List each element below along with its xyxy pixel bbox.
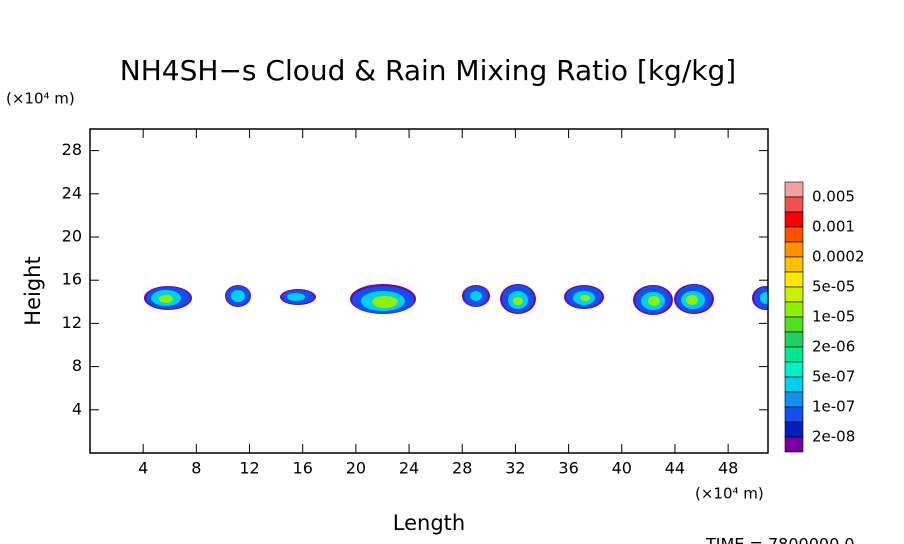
y-tick-label: 24 [62,183,82,202]
colorbar-swatch [784,226,804,243]
x-tick-label: 36 [558,459,578,478]
cloud [462,285,490,307]
cloud [225,285,251,307]
y-unit: (×10⁴ m) [6,90,75,108]
colorbar-swatch [784,376,804,393]
colorbar-label: 1e-05 [812,308,855,326]
y-tick-label: 4 [72,399,82,418]
colorbar-swatch [784,346,804,363]
colorbar-swatch [784,436,804,453]
y-tick-label: 12 [62,313,82,332]
x-tick-label: 20 [346,459,366,478]
colorbar-label: 0.0002 [812,248,865,266]
colorbar-label: 0.005 [812,188,855,206]
colorbar-swatch [784,241,804,258]
x-tick-label: 16 [293,459,313,478]
x-tick-label: 32 [505,459,525,478]
cloud [564,285,604,309]
footer: TIME = 7800000.0 [705,535,855,544]
colorbar-swatch [784,301,804,318]
y-tick-label: 8 [72,356,82,375]
colorbar-swatch [784,406,804,423]
colorbar-swatch [784,181,804,198]
cloud-field [144,284,768,315]
colorbar-swatch [784,316,804,333]
x-tick-label: 4 [138,459,148,478]
colorbar-label: 2e-08 [812,428,855,446]
cloud [674,284,714,314]
colorbar-label: 0.001 [812,218,855,236]
cloud [633,285,673,315]
colorbar-swatch [784,391,804,408]
y-tick-label: 20 [62,227,82,246]
chart-title: NH4SH−s Cloud & Rain Mixing Ratio [kg/kg… [120,54,736,87]
y-tick-label: 16 [62,270,82,289]
colorbar-label: 5e-05 [812,278,855,296]
plot-frame [89,128,769,454]
x-tick-label: 12 [239,459,259,478]
x-tick-label: 44 [665,459,685,478]
colorbar-swatch [784,196,804,213]
colorbar-swatch [784,286,804,303]
x-tick-label: 8 [191,459,201,478]
cloud [500,284,536,314]
x-tick-label: 28 [452,459,472,478]
x-tick-label: 48 [718,459,738,478]
colorbar-label: 2e-06 [812,338,855,356]
colorbar-swatch [784,271,804,288]
cloud [350,284,416,314]
y-tick-label: 28 [62,140,82,159]
colorbar-swatch [784,211,804,228]
cloud [752,286,768,310]
x-tick-label: 40 [612,459,632,478]
colorbar-label: 5e-07 [812,368,855,386]
x-unit: (×10⁴ m) [695,485,764,503]
x-tick-label: 24 [399,459,419,478]
x-axis-label: Length [393,511,465,535]
colorbar-swatch [784,331,804,348]
cloud [280,289,316,305]
cloud [144,286,192,310]
colorbar-swatch [784,361,804,378]
colorbar-swatch [784,256,804,273]
colorbar-label: 1e-07 [812,398,855,416]
y-axis-label: Height [21,256,45,325]
colorbar-swatch [784,421,804,438]
